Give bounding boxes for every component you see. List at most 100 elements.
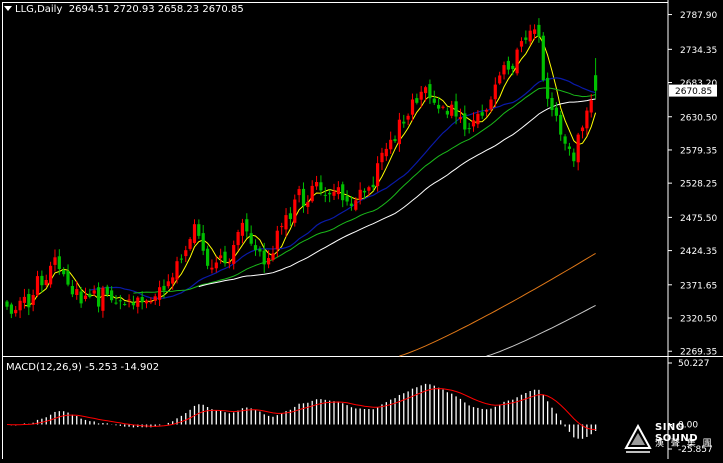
candle — [393, 135, 397, 143]
candle-body — [75, 289, 79, 295]
candle-body — [384, 148, 388, 157]
candle-body — [210, 267, 214, 270]
candle-body — [114, 302, 118, 304]
candle — [306, 195, 310, 215]
candle-body — [136, 297, 140, 307]
candle-body — [153, 296, 157, 301]
candle — [253, 239, 258, 256]
candle — [275, 225, 279, 258]
candle — [153, 293, 157, 305]
candle-body — [66, 271, 70, 285]
candle-body — [480, 112, 484, 116]
candle — [184, 245, 188, 263]
candle-body — [258, 249, 262, 252]
candle-body — [223, 251, 227, 264]
candle — [471, 112, 476, 132]
candle — [563, 134, 567, 151]
candle — [240, 218, 244, 244]
candle-body — [9, 304, 13, 314]
candle — [210, 259, 214, 274]
candle — [550, 92, 554, 117]
candle — [232, 240, 236, 270]
macd-tick-label: 50.227 — [678, 359, 710, 369]
candle-body — [275, 230, 279, 250]
candle-body — [201, 233, 205, 251]
current-price-tag — [669, 84, 717, 97]
ma-30-line — [133, 87, 596, 294]
candle — [533, 24, 537, 40]
candle — [219, 248, 223, 264]
candle-body — [232, 245, 236, 264]
candle — [406, 113, 410, 126]
candle — [376, 156, 380, 192]
candle — [315, 175, 319, 190]
candle — [362, 188, 367, 200]
candle-body — [554, 107, 558, 116]
candle — [384, 142, 388, 161]
candle — [445, 107, 449, 119]
candle — [79, 286, 83, 308]
candle — [127, 294, 131, 308]
candle — [92, 285, 96, 296]
candle — [171, 272, 175, 290]
candle-body — [415, 98, 419, 103]
candle — [594, 58, 598, 99]
macd-pane — [6, 383, 597, 439]
candle — [580, 125, 585, 139]
candle — [245, 213, 249, 238]
chart-header: LLG,Daily 2694.51 2720.93 2658.23 2670.8… — [4, 4, 244, 15]
candle — [88, 288, 92, 299]
candle — [454, 93, 458, 125]
candle-body — [179, 258, 183, 260]
candle-body — [498, 75, 502, 84]
candle — [27, 288, 31, 316]
candle-body — [306, 202, 310, 207]
candle — [18, 297, 22, 319]
candle-body — [171, 277, 175, 284]
candle-body — [467, 128, 471, 130]
candle — [389, 131, 393, 154]
ohlc-values: 2694.51 2720.93 2658.23 2670.85 — [68, 4, 244, 15]
candle — [14, 306, 18, 317]
candle-body — [424, 87, 428, 94]
candle-body — [227, 262, 231, 264]
candle-body — [559, 114, 563, 135]
candles — [5, 18, 598, 319]
candle — [345, 190, 349, 206]
candle-body — [349, 203, 353, 206]
candle-body — [524, 37, 528, 40]
candle-body — [528, 30, 532, 42]
candle — [162, 279, 166, 299]
candle-body — [336, 187, 340, 195]
ma-20-line — [89, 77, 596, 300]
candle — [367, 185, 371, 197]
candle — [458, 108, 462, 123]
candle — [476, 110, 480, 129]
candle — [158, 280, 162, 307]
sino-sound-emblem-icon — [624, 424, 652, 453]
candle-body — [162, 285, 166, 291]
candle-body — [105, 286, 109, 295]
candle — [537, 18, 541, 43]
candle-body — [515, 49, 519, 74]
candle-body — [175, 261, 179, 280]
candle — [585, 107, 589, 136]
candle — [572, 148, 576, 167]
candle — [175, 256, 179, 284]
candle — [192, 219, 197, 245]
candle-body — [511, 65, 515, 69]
candle — [83, 287, 88, 302]
ma-120-line — [399, 252, 596, 357]
candle — [323, 187, 327, 203]
candle-body — [262, 250, 266, 265]
candle-body — [533, 29, 537, 34]
candle — [410, 93, 415, 122]
candle-body — [450, 104, 454, 116]
candle-body — [463, 113, 467, 130]
candle-body — [323, 194, 327, 196]
candle-body — [445, 110, 449, 115]
dropdown-triangle-icon[interactable] — [4, 6, 12, 11]
candle — [123, 301, 127, 306]
candle-body — [110, 290, 114, 301]
candle-body — [18, 300, 22, 311]
